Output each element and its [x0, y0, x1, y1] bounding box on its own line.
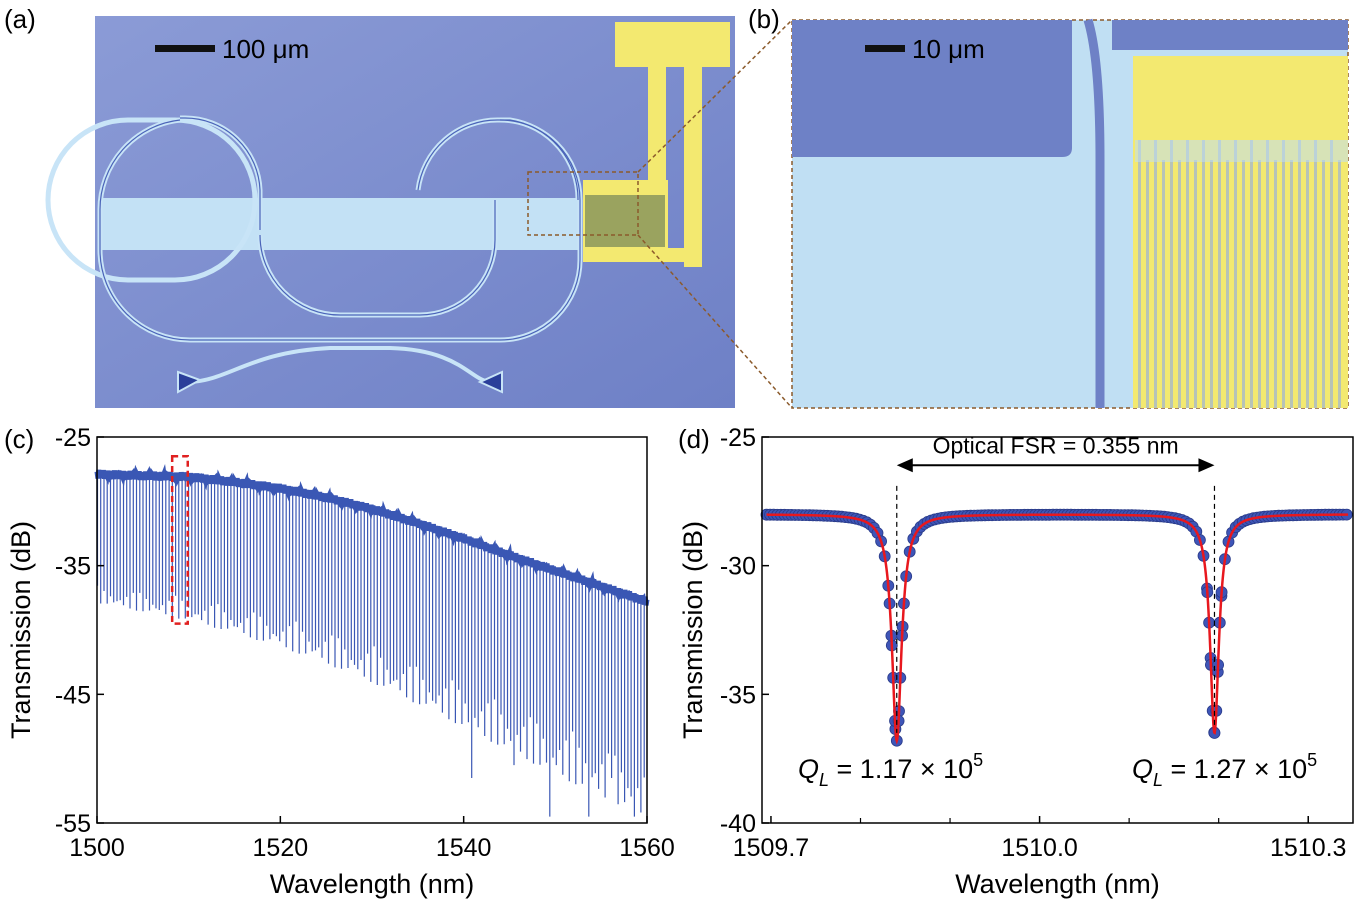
idt-finger	[1282, 140, 1285, 408]
x-tick-label: 1500	[69, 834, 125, 862]
x-tick-label: 1540	[436, 834, 492, 862]
idt-finger	[1298, 140, 1301, 408]
idt-finger	[1234, 140, 1237, 408]
idt-finger	[1218, 140, 1221, 408]
grating-coupler-left	[177, 370, 203, 394]
idt-finger	[1258, 160, 1261, 408]
x-tick-label: 1509.7	[733, 834, 809, 862]
idt-finger	[1290, 160, 1293, 408]
y-tick-label: -40	[720, 810, 756, 838]
idt-fingers	[585, 195, 665, 247]
x-tick-label: 1560	[619, 834, 675, 862]
idt-finger	[1250, 140, 1253, 408]
data-points	[760, 508, 1353, 747]
y-tick-label: -35	[720, 681, 756, 709]
y-tick-label: -35	[55, 553, 91, 581]
chart-resonance-zoom: Optical FSR = 0.355 nm QL = 1.17 × 105 QL …	[680, 424, 1354, 899]
y-tick-label: -45	[55, 681, 91, 709]
y-axis-label: Transmission (dB)	[680, 521, 708, 739]
y-axis-label: Transmission (dB)	[6, 521, 36, 739]
idt-finger	[1266, 140, 1269, 408]
idt-finger	[1274, 160, 1277, 408]
plot-frame	[96, 436, 648, 824]
trench-band	[102, 198, 582, 250]
idt-finger	[1226, 160, 1229, 408]
y-tick-label: -55	[55, 810, 91, 838]
idt-finger	[1338, 160, 1341, 408]
zoom-dark-right	[1112, 20, 1348, 50]
plot-frame	[761, 436, 1354, 824]
x-axis-label: Wavelength (nm)	[270, 869, 475, 899]
racetrack-rings-inner	[99, 117, 581, 341]
zoom-line-top	[637, 19, 793, 173]
scale-label-a: 100 μm	[222, 34, 309, 64]
idt-finger	[1162, 160, 1165, 408]
resonance-dips	[96, 474, 645, 817]
bus-waveguide	[189, 346, 491, 384]
panel-a-label: (a)	[4, 4, 36, 34]
baseline-trace	[94, 464, 650, 606]
grating-coupler-right	[477, 370, 503, 394]
panel-c-label: (c)	[4, 424, 35, 454]
y-tick-label: -25	[720, 424, 756, 452]
idt-finger	[1154, 140, 1157, 408]
y-tick-label: -25	[55, 424, 91, 452]
micrograph-device: 100 μm 10 μm	[45, 16, 1349, 409]
scale-bar-b	[865, 45, 905, 52]
idt-finger	[1194, 160, 1197, 408]
zoom-dark-region	[792, 20, 1072, 157]
y-tick-label: -30	[720, 553, 756, 581]
idt-finger	[1314, 140, 1317, 408]
panel-b-label: (b)	[748, 4, 780, 34]
zoom-electrode	[1133, 56, 1348, 408]
q-factor-label-1: QL = 1.17 × 105	[798, 750, 983, 790]
idt-finger	[1202, 140, 1205, 408]
zoom-idt-fingers	[1135, 140, 1348, 408]
idt-finger	[1322, 160, 1325, 408]
x-axis-label: Wavelength (nm)	[955, 869, 1160, 899]
fsr-label: Optical FSR = 0.355 nm	[933, 432, 1179, 458]
scale-bar-a	[155, 45, 215, 52]
fsr-arrowhead-left	[896, 458, 913, 473]
x-tick-label: 1520	[253, 834, 309, 862]
scale-label-b: 10 μm	[912, 34, 985, 64]
idt-finger	[1178, 160, 1181, 408]
idt-finger	[1330, 140, 1333, 408]
panel-d-label: (d)	[678, 424, 710, 454]
idt-finger	[1138, 140, 1141, 408]
idt-finger	[1242, 160, 1245, 408]
idt-finger	[1210, 160, 1213, 408]
fsr-arrowhead-right	[1198, 458, 1215, 473]
idt-finger	[1170, 140, 1173, 408]
idt-finger	[1306, 160, 1309, 408]
fit-curve	[766, 513, 1349, 745]
chart-transmission-spectrum: 1500 1520 1540 1560 -25 -35 -45 -55 Wavelength (…	[6, 424, 675, 899]
highlight-box	[170, 455, 190, 625]
x-tick-label: 1510.3	[1270, 834, 1346, 862]
q-factor-label-2: QL = 1.27 × 105	[1132, 750, 1317, 790]
idt-gap	[1135, 140, 1348, 162]
zoom-box	[527, 171, 639, 236]
idt-finger	[1146, 160, 1149, 408]
idt-finger	[1186, 140, 1189, 408]
x-tick-label: 1510.0	[1001, 834, 1077, 862]
zoom-line-bottom	[637, 234, 793, 409]
zoom-ring-waveguide	[1083, 18, 1105, 408]
